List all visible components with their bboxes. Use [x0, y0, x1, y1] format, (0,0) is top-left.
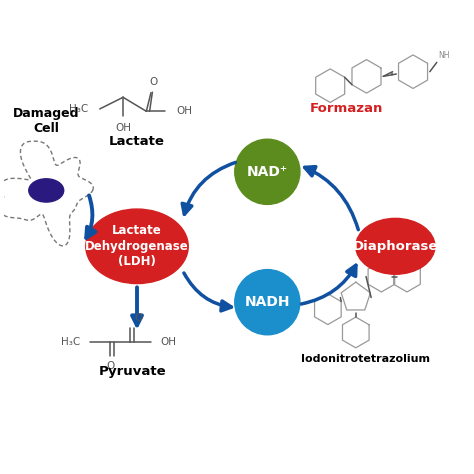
Text: Pyruvate: Pyruvate — [99, 365, 166, 378]
Text: OH: OH — [115, 123, 131, 133]
Text: NH: NH — [438, 51, 450, 60]
Polygon shape — [0, 141, 93, 246]
Text: OH: OH — [161, 337, 177, 347]
Ellipse shape — [29, 179, 64, 202]
Text: H₃C: H₃C — [61, 337, 80, 347]
Ellipse shape — [86, 209, 188, 283]
Text: Lactate: Lactate — [109, 135, 165, 147]
Text: H₃C: H₃C — [69, 104, 88, 114]
Text: Lactate
Dehydrogenase
(LDH): Lactate Dehydrogenase (LDH) — [85, 224, 189, 268]
Text: O: O — [149, 77, 157, 87]
Circle shape — [235, 270, 300, 335]
Text: OH: OH — [177, 106, 192, 116]
Text: NADH: NADH — [245, 295, 290, 309]
Circle shape — [235, 139, 300, 204]
Text: Diaphorase: Diaphorase — [353, 240, 438, 253]
Ellipse shape — [356, 219, 435, 274]
Text: O: O — [106, 361, 115, 371]
Text: Damaged
Cell: Damaged Cell — [13, 108, 80, 136]
Text: Iodonitrotetrazolium: Iodonitrotetrazolium — [301, 355, 429, 365]
Text: NAD⁺: NAD⁺ — [247, 165, 288, 179]
Text: O: O — [134, 313, 143, 323]
Text: Formazan: Formazan — [310, 102, 383, 115]
